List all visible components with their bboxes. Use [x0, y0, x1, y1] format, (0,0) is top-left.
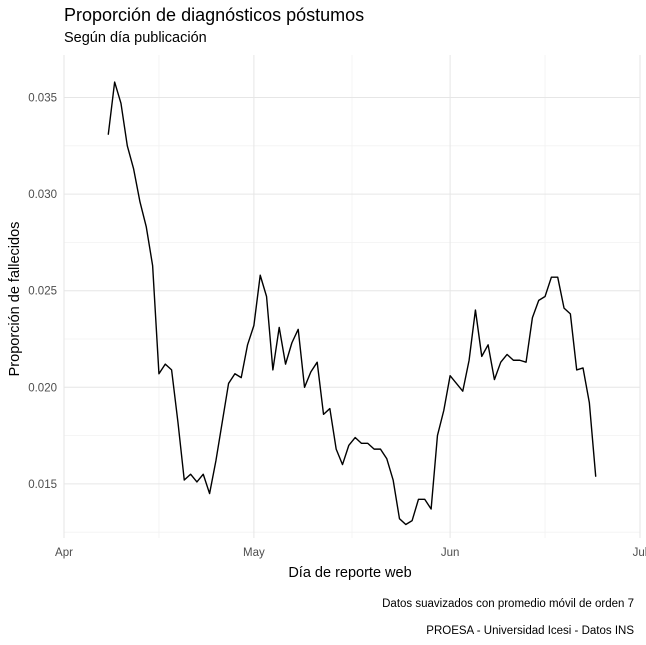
- minor-gridlines: [64, 55, 640, 538]
- x-tick-label: Jun: [441, 547, 460, 559]
- x-tick-label: May: [243, 547, 265, 559]
- y-tick-label: 0.035: [28, 93, 57, 105]
- chart-title: Proporción de diagnósticos póstumos: [64, 5, 365, 25]
- chart-subtitle: Según día publicación: [64, 30, 207, 46]
- y-tick-label: 0.025: [28, 286, 57, 298]
- major-gridlines: [63, 55, 641, 538]
- y-tick-label: 0.015: [28, 479, 57, 491]
- x-tick-label: Jul: [633, 547, 646, 559]
- y-axis-ticks: 0.015 0.020 0.025 0.030 0.035: [28, 93, 57, 491]
- series-line: [107, 81, 597, 526]
- caption-smoothing-note: Datos suavizados con promedio móvil de o…: [382, 598, 634, 610]
- y-axis-title: Proporción de fallecidos: [7, 222, 23, 377]
- x-axis-ticks: Apr May Jun Jul: [55, 547, 646, 559]
- caption-source: PROESA - Universidad Icesi - Datos INS: [426, 625, 634, 637]
- x-tick-label: Apr: [55, 547, 73, 559]
- y-tick-label: 0.030: [28, 189, 57, 201]
- y-tick-label: 0.020: [28, 382, 57, 394]
- x-axis-title: Día de reporte web: [288, 565, 411, 581]
- series-layer: [107, 81, 597, 526]
